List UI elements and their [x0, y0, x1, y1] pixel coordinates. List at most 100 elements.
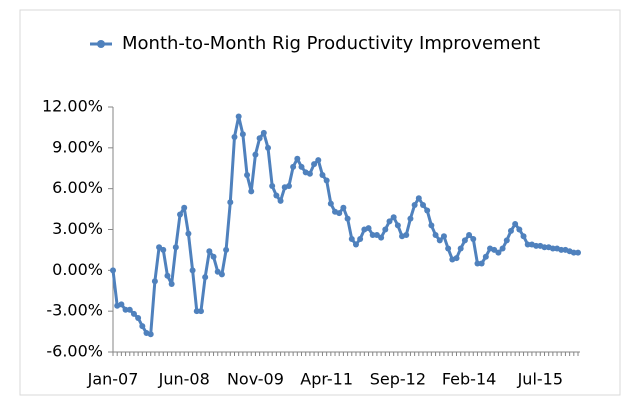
y-tick-label: 12.00% [42, 97, 103, 116]
point [503, 237, 510, 244]
point [206, 248, 213, 255]
point [260, 129, 267, 136]
point [432, 231, 439, 238]
point [524, 241, 531, 248]
point [445, 245, 452, 252]
point [218, 271, 225, 278]
point [403, 231, 410, 238]
point [428, 222, 435, 229]
point [244, 172, 251, 179]
y-tick-label: 9.00% [52, 137, 103, 156]
x-tick-label: Jan-07 [87, 370, 139, 389]
point [164, 272, 171, 279]
point [151, 278, 158, 285]
point [223, 246, 230, 253]
point [478, 260, 485, 267]
y-tick-label: 3.00% [52, 219, 103, 238]
point [306, 170, 313, 177]
point [420, 202, 426, 208]
point [436, 237, 443, 244]
point [130, 310, 137, 317]
point [558, 246, 565, 253]
point [252, 151, 259, 158]
point [118, 301, 125, 308]
point [386, 218, 393, 225]
point [294, 155, 301, 162]
point [369, 231, 376, 238]
point [348, 236, 355, 243]
point [520, 233, 527, 240]
point [344, 215, 351, 222]
point [231, 133, 238, 140]
point [177, 211, 184, 218]
point [285, 182, 292, 189]
point [122, 306, 129, 313]
point [357, 236, 364, 243]
x-tick-label: Sep-12 [370, 370, 426, 389]
point [210, 253, 217, 260]
point [424, 207, 431, 214]
chart-frame [19, 9, 621, 396]
x-tick-label: Jul-15 [517, 370, 563, 389]
point [352, 241, 359, 248]
point [248, 188, 255, 195]
point [227, 199, 234, 206]
point [273, 192, 280, 199]
point [110, 267, 116, 274]
x-tick-label: Jun-08 [158, 370, 210, 389]
point [126, 306, 133, 313]
point [340, 204, 347, 211]
point [499, 245, 506, 252]
point [290, 163, 297, 170]
point [516, 226, 523, 233]
point [382, 226, 389, 233]
legend-label: Month-to-Month Rig Productivity Improvem… [122, 33, 540, 54]
point [147, 331, 154, 338]
point [466, 231, 473, 238]
x-tick-label: Nov-09 [227, 370, 284, 389]
point [336, 210, 343, 217]
x-tick-label: Feb-14 [442, 370, 496, 389]
point [507, 227, 514, 234]
point [160, 246, 167, 253]
point [533, 242, 540, 249]
point [457, 245, 464, 252]
point [311, 161, 318, 168]
point [172, 244, 179, 251]
point [269, 182, 276, 189]
point [256, 135, 263, 142]
point [197, 308, 204, 315]
y-tick-label: -6.00% [46, 342, 103, 361]
point [453, 255, 460, 262]
point [461, 237, 468, 244]
point [265, 144, 271, 151]
x-tick-label: Apr-11 [300, 370, 353, 389]
point [440, 233, 447, 240]
point [474, 260, 481, 267]
point [168, 280, 175, 287]
point [189, 267, 196, 274]
point [549, 245, 556, 252]
point [135, 314, 142, 321]
point [315, 157, 322, 164]
point [139, 323, 146, 330]
point [470, 236, 477, 243]
point [327, 200, 334, 207]
point [239, 131, 246, 138]
point [235, 113, 242, 120]
y-tick-label: 0.00% [52, 260, 103, 279]
legend-marker [97, 40, 105, 48]
point [277, 197, 284, 204]
point [541, 244, 548, 251]
point [185, 230, 192, 237]
point [193, 308, 200, 315]
point [323, 177, 330, 184]
y-tick-label: -3.00% [46, 301, 103, 320]
point [495, 249, 502, 256]
point [415, 195, 422, 202]
point [575, 249, 581, 256]
point [390, 214, 397, 221]
point [512, 221, 519, 228]
point [181, 204, 188, 211]
